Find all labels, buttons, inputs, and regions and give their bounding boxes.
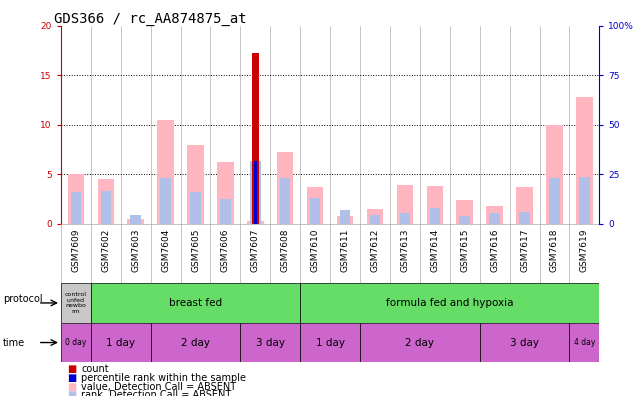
Bar: [490, 213, 500, 224]
Bar: [128, 219, 144, 224]
Bar: [252, 53, 258, 224]
Bar: [68, 174, 84, 224]
Text: GSM7609: GSM7609: [71, 228, 80, 272]
Text: GSM7617: GSM7617: [520, 228, 529, 272]
Bar: [400, 213, 410, 224]
Bar: [217, 162, 233, 224]
Bar: [247, 221, 263, 224]
Bar: [151, 323, 240, 362]
Bar: [487, 206, 503, 224]
Bar: [460, 216, 470, 224]
Text: 3 day: 3 day: [510, 337, 539, 348]
Text: GSM7619: GSM7619: [580, 228, 589, 272]
Bar: [277, 152, 294, 224]
Text: GSM7618: GSM7618: [550, 228, 559, 272]
Bar: [370, 215, 380, 224]
Text: 0 day: 0 day: [65, 338, 87, 347]
Bar: [250, 161, 260, 224]
Bar: [254, 161, 257, 224]
Bar: [307, 187, 324, 224]
Bar: [340, 210, 351, 224]
Bar: [310, 198, 320, 224]
Bar: [569, 323, 599, 362]
Bar: [517, 187, 533, 224]
Text: time: time: [3, 337, 26, 348]
Text: 1 day: 1 day: [106, 337, 135, 348]
Bar: [427, 186, 443, 224]
Bar: [160, 178, 171, 224]
Bar: [300, 323, 360, 362]
Bar: [397, 185, 413, 224]
Text: percentile rank within the sample: percentile rank within the sample: [81, 373, 246, 383]
Text: GSM7604: GSM7604: [161, 228, 170, 272]
Text: GSM7613: GSM7613: [401, 228, 410, 272]
Bar: [61, 323, 91, 362]
Bar: [101, 191, 111, 224]
Text: GSM7607: GSM7607: [251, 228, 260, 272]
Bar: [71, 192, 81, 224]
Text: breast fed: breast fed: [169, 298, 222, 308]
Text: rank, Detection Call = ABSENT: rank, Detection Call = ABSENT: [81, 390, 231, 396]
Text: ■: ■: [67, 390, 76, 396]
Text: 4 day: 4 day: [574, 338, 595, 347]
Bar: [360, 323, 479, 362]
Text: GSM7616: GSM7616: [490, 228, 499, 272]
Bar: [221, 199, 231, 224]
Text: ■: ■: [67, 382, 76, 392]
Bar: [187, 145, 204, 224]
Bar: [546, 125, 563, 224]
Text: ■: ■: [67, 373, 76, 383]
Text: 2 day: 2 day: [405, 337, 435, 348]
Text: GSM7612: GSM7612: [370, 228, 379, 272]
Text: GDS366 / rc_AA874875_at: GDS366 / rc_AA874875_at: [54, 12, 247, 26]
Text: GSM7610: GSM7610: [311, 228, 320, 272]
Text: 1 day: 1 day: [315, 337, 345, 348]
Bar: [280, 178, 290, 224]
Text: GSM7603: GSM7603: [131, 228, 140, 272]
Text: GSM7605: GSM7605: [191, 228, 200, 272]
Text: count: count: [81, 364, 109, 374]
Text: value, Detection Call = ABSENT: value, Detection Call = ABSENT: [81, 382, 237, 392]
Bar: [91, 283, 300, 323]
Bar: [579, 177, 590, 224]
Bar: [429, 208, 440, 224]
Bar: [240, 323, 300, 362]
Bar: [337, 216, 353, 224]
Bar: [158, 120, 174, 224]
Bar: [576, 97, 593, 224]
Text: GSM7608: GSM7608: [281, 228, 290, 272]
Text: 3 day: 3 day: [256, 337, 285, 348]
Bar: [131, 215, 141, 224]
Text: ■: ■: [67, 364, 76, 374]
Text: formula fed and hypoxia: formula fed and hypoxia: [386, 298, 513, 308]
Bar: [519, 212, 529, 224]
Bar: [61, 283, 91, 323]
Text: 2 day: 2 day: [181, 337, 210, 348]
Bar: [300, 283, 599, 323]
Bar: [479, 323, 569, 362]
Text: GSM7611: GSM7611: [340, 228, 349, 272]
Text: protocol: protocol: [3, 294, 43, 304]
Bar: [456, 200, 473, 224]
Text: GSM7614: GSM7614: [430, 228, 439, 272]
Text: GSM7602: GSM7602: [101, 228, 110, 272]
Text: GSM7606: GSM7606: [221, 228, 230, 272]
Bar: [91, 323, 151, 362]
Bar: [97, 179, 114, 224]
Text: control
unfed
newbo
rm: control unfed newbo rm: [65, 292, 87, 314]
Bar: [549, 178, 560, 224]
Bar: [367, 209, 383, 224]
Text: GSM7615: GSM7615: [460, 228, 469, 272]
Bar: [190, 192, 201, 224]
